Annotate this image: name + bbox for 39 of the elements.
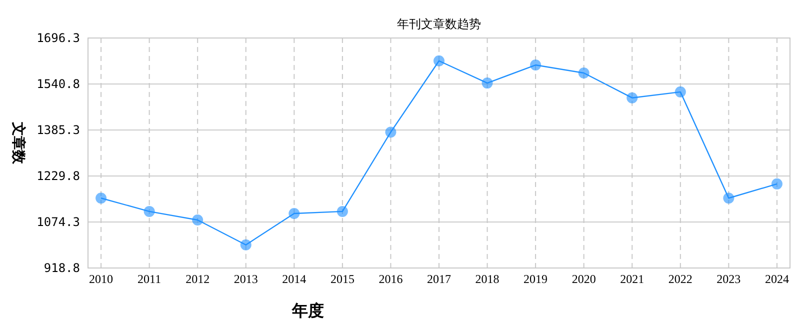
- point: [530, 60, 542, 71]
- point: [288, 208, 300, 220]
- x-tick-label: 2014: [282, 272, 306, 286]
- point: [578, 67, 590, 78]
- x-tick-label: 2021: [620, 272, 644, 286]
- x-tick-label: 2018: [475, 272, 500, 286]
- x-tick-label: 2012: [186, 272, 210, 286]
- y-tick-label: 1696.3: [36, 31, 80, 46]
- point: [96, 192, 107, 204]
- point: [240, 239, 252, 250]
- x-tick-label: 2023: [716, 272, 741, 286]
- y-tick-label: 1229.8: [36, 169, 80, 184]
- point: [385, 126, 396, 138]
- y-tick-label: 1074.3: [36, 215, 80, 230]
- y-tick-label: 1385.3: [36, 123, 80, 138]
- x-tick-label: 2019: [524, 272, 548, 286]
- x-tick-label: 2017: [427, 272, 451, 286]
- x-tick-label: 2020: [572, 272, 596, 286]
- point: [144, 206, 155, 217]
- y-tick-label: 1540.8: [36, 77, 80, 92]
- x-tick-label: 2011: [138, 272, 162, 286]
- x-tick-label: 2022: [668, 272, 692, 286]
- point: [626, 92, 638, 104]
- point: [336, 206, 348, 217]
- x-tick-label: 2024: [764, 272, 789, 286]
- x-axis-title: 年度: [291, 301, 324, 320]
- point: [482, 78, 493, 89]
- point: [723, 192, 734, 204]
- x-tick-label: 2016: [378, 272, 403, 286]
- point: [771, 178, 782, 190]
- point: [674, 86, 686, 98]
- x-tick-label: 2015: [330, 272, 354, 286]
- chart-title: 年刊文章数趋势: [397, 17, 481, 31]
- x-tick-label: 2010: [89, 272, 114, 286]
- y-axis-title: 文章数: [10, 121, 27, 165]
- y-tick-label: 918.8: [44, 261, 80, 276]
- x-tick-label: 2013: [234, 272, 258, 286]
- point: [434, 55, 444, 66]
- point: [192, 214, 204, 226]
